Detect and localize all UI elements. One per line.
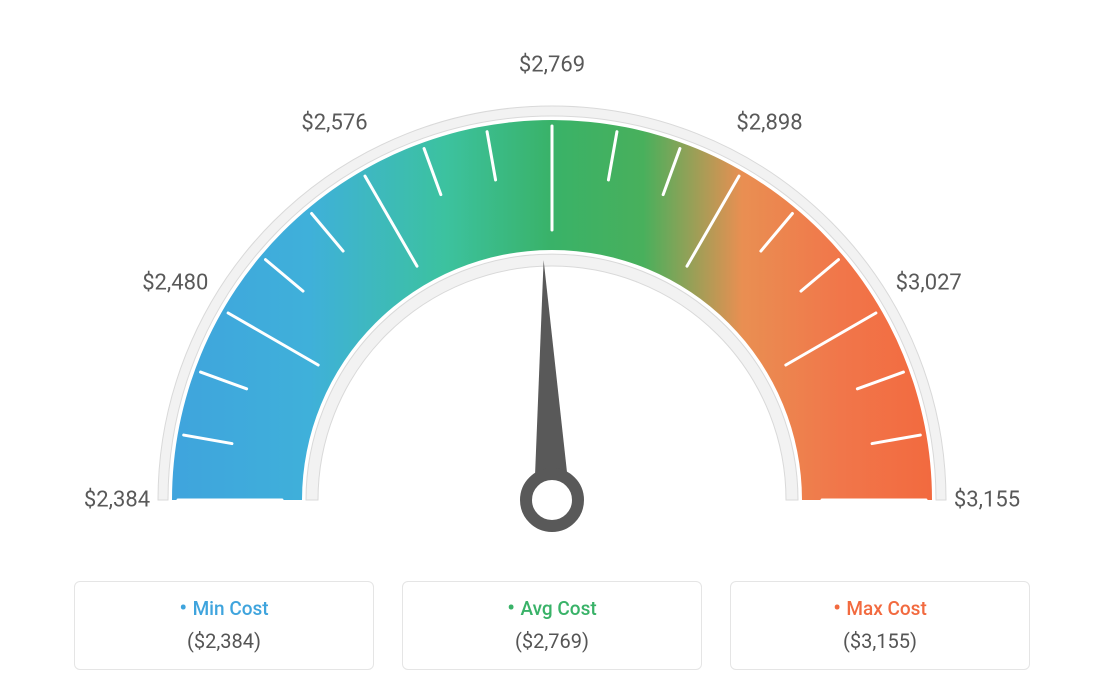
gauge-tick-label: $2,384 — [84, 488, 150, 513]
legend-card-avg: Avg Cost ($2,769) — [402, 581, 702, 670]
gauge-tick-label: $3,155 — [954, 488, 1020, 513]
legend-value-avg: ($2,769) — [403, 629, 701, 653]
legend-row: Min Cost ($2,384) Avg Cost ($2,769) Max … — [74, 581, 1030, 670]
legend-value-max: ($3,155) — [731, 629, 1029, 653]
legend-title-max: Max Cost — [731, 596, 1029, 621]
gauge-svg — [72, 60, 1032, 560]
gauge-tick-label: $2,769 — [519, 53, 585, 78]
gauge-tick-label: $2,576 — [301, 111, 367, 136]
legend-title-min: Min Cost — [75, 596, 373, 621]
gauge-tick-label: $2,898 — [736, 111, 802, 136]
legend-title-avg: Avg Cost — [403, 596, 701, 621]
legend-card-min: Min Cost ($2,384) — [74, 581, 374, 670]
gauge-container: $2,384$2,480$2,576$2,769$2,898$3,027$3,1… — [72, 60, 1032, 560]
legend-value-min: ($2,384) — [75, 629, 373, 653]
gauge-tick-label: $3,027 — [896, 270, 962, 295]
legend-card-max: Max Cost ($3,155) — [730, 581, 1030, 670]
gauge-tick-label: $2,480 — [142, 270, 208, 295]
